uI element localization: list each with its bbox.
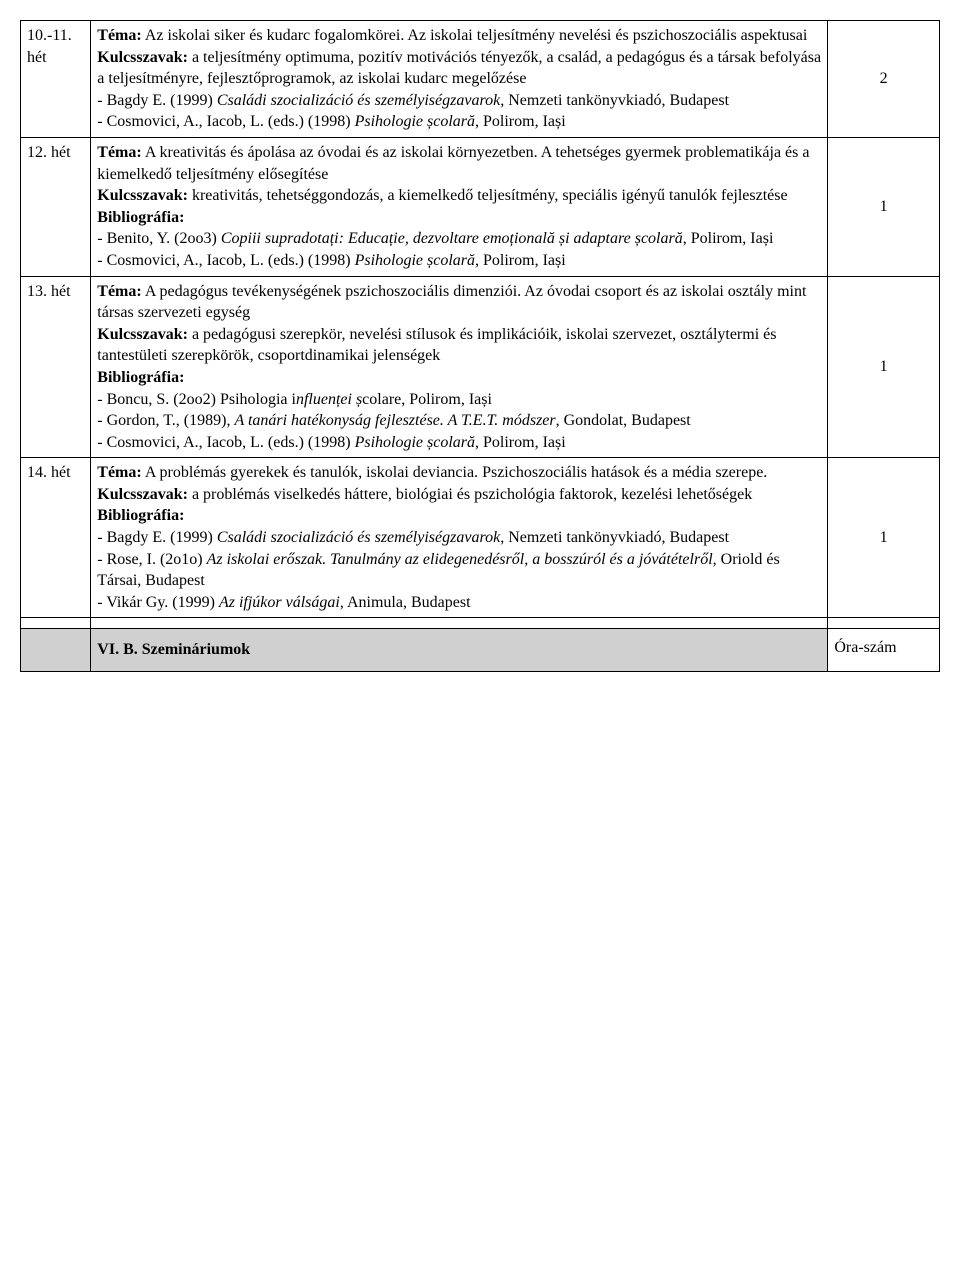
section-header-hours: Óra-szám: [828, 629, 940, 672]
tema-text: A kreativitás és ápolása az óvodai és az…: [97, 144, 809, 183]
tema-label: Téma:: [97, 27, 141, 44]
tema-label: Téma:: [97, 144, 141, 161]
tema-text: Az iskolai siker és kudarc fogalomkörei.…: [142, 27, 808, 44]
content-cell: Téma: A pedagógus tevékenységének pszich…: [91, 276, 828, 458]
kulcs-text: a teljesítmény optimuma, pozitív motivác…: [97, 49, 821, 88]
bib-item: - Vikár Gy. (1999) Az ifjúkor válságai, …: [97, 592, 821, 614]
kulcs-text: a problémás viselkedés háttere, biológia…: [188, 486, 752, 503]
bib-item: - Cosmovici, A., Iacob, L. (eds.) (1998)…: [97, 432, 821, 454]
section-header-row: VI. B. SzemináriumokÓra-szám: [21, 629, 940, 672]
table-row: 10.-11. hétTéma: Az iskolai siker és kud…: [21, 21, 940, 138]
kulcs-text: a pedagógusi szerepkör, nevelési stíluso…: [97, 326, 776, 365]
bib-item: - Gordon, T., (1989), A tanári hatékonys…: [97, 410, 821, 432]
bib-label: Bibliográfia:: [97, 505, 821, 527]
kulcs-label: Kulcsszavak:: [97, 187, 188, 204]
hours-cell: 2: [828, 21, 940, 138]
tema-text: A problémás gyerekek és tanulók, iskolai…: [142, 464, 768, 481]
bib-item: - Bagdy E. (1999) Családi szocializáció …: [97, 90, 821, 112]
kulcs-label: Kulcsszavak:: [97, 49, 188, 66]
tema-label: Téma:: [97, 283, 141, 300]
table-row: 14. hétTéma: A problémás gyerekek és tan…: [21, 458, 940, 618]
hours-cell: 1: [828, 458, 940, 618]
bib-item: - Cosmovici, A., Iacob, L. (eds.) (1998)…: [97, 250, 821, 272]
tema-text: A pedagógus tevékenységének pszichoszoci…: [97, 283, 806, 322]
bib-label: Bibliográfia:: [97, 367, 821, 389]
syllabus-table: 10.-11. hétTéma: Az iskolai siker és kud…: [20, 20, 940, 672]
kulcs-label: Kulcsszavak:: [97, 486, 188, 503]
content-cell: Téma: A kreativitás és ápolása az óvodai…: [91, 137, 828, 276]
week-cell: 14. hét: [21, 458, 91, 618]
week-cell: 13. hét: [21, 276, 91, 458]
table-row: 13. hétTéma: A pedagógus tevékenységének…: [21, 276, 940, 458]
tema-label: Téma:: [97, 464, 141, 481]
content-cell: Téma: A problémás gyerekek és tanulók, i…: [91, 458, 828, 618]
section-header-spacer: [21, 629, 91, 672]
bib-item: - Benito, Y. (2oo3) Copiii supradotați: …: [97, 228, 821, 250]
hours-cell: 1: [828, 276, 940, 458]
bib-item: - Bagdy E. (1999) Családi szocializáció …: [97, 527, 821, 549]
bib-item: - Cosmovici, A., Iacob, L. (eds.) (1998)…: [97, 111, 821, 133]
bib-label: Bibliográfia:: [97, 207, 821, 229]
bib-item: - Boncu, S. (2oo2) Psihologia influenței…: [97, 389, 821, 411]
kulcs-label: Kulcsszavak:: [97, 326, 188, 343]
week-cell: 12. hét: [21, 137, 91, 276]
bib-item: - Rose, I. (2o1o) Az iskolai erőszak. Ta…: [97, 549, 821, 592]
week-cell: 10.-11. hét: [21, 21, 91, 138]
content-cell: Téma: Az iskolai siker és kudarc fogalom…: [91, 21, 828, 138]
spacer-row: [21, 618, 940, 629]
section-header-title: VI. B. Szemináriumok: [91, 629, 828, 672]
table-row: 12. hétTéma: A kreativitás és ápolása az…: [21, 137, 940, 276]
hours-cell: 1: [828, 137, 940, 276]
kulcs-text: kreativitás, tehetséggondozás, a kiemelk…: [188, 187, 788, 204]
